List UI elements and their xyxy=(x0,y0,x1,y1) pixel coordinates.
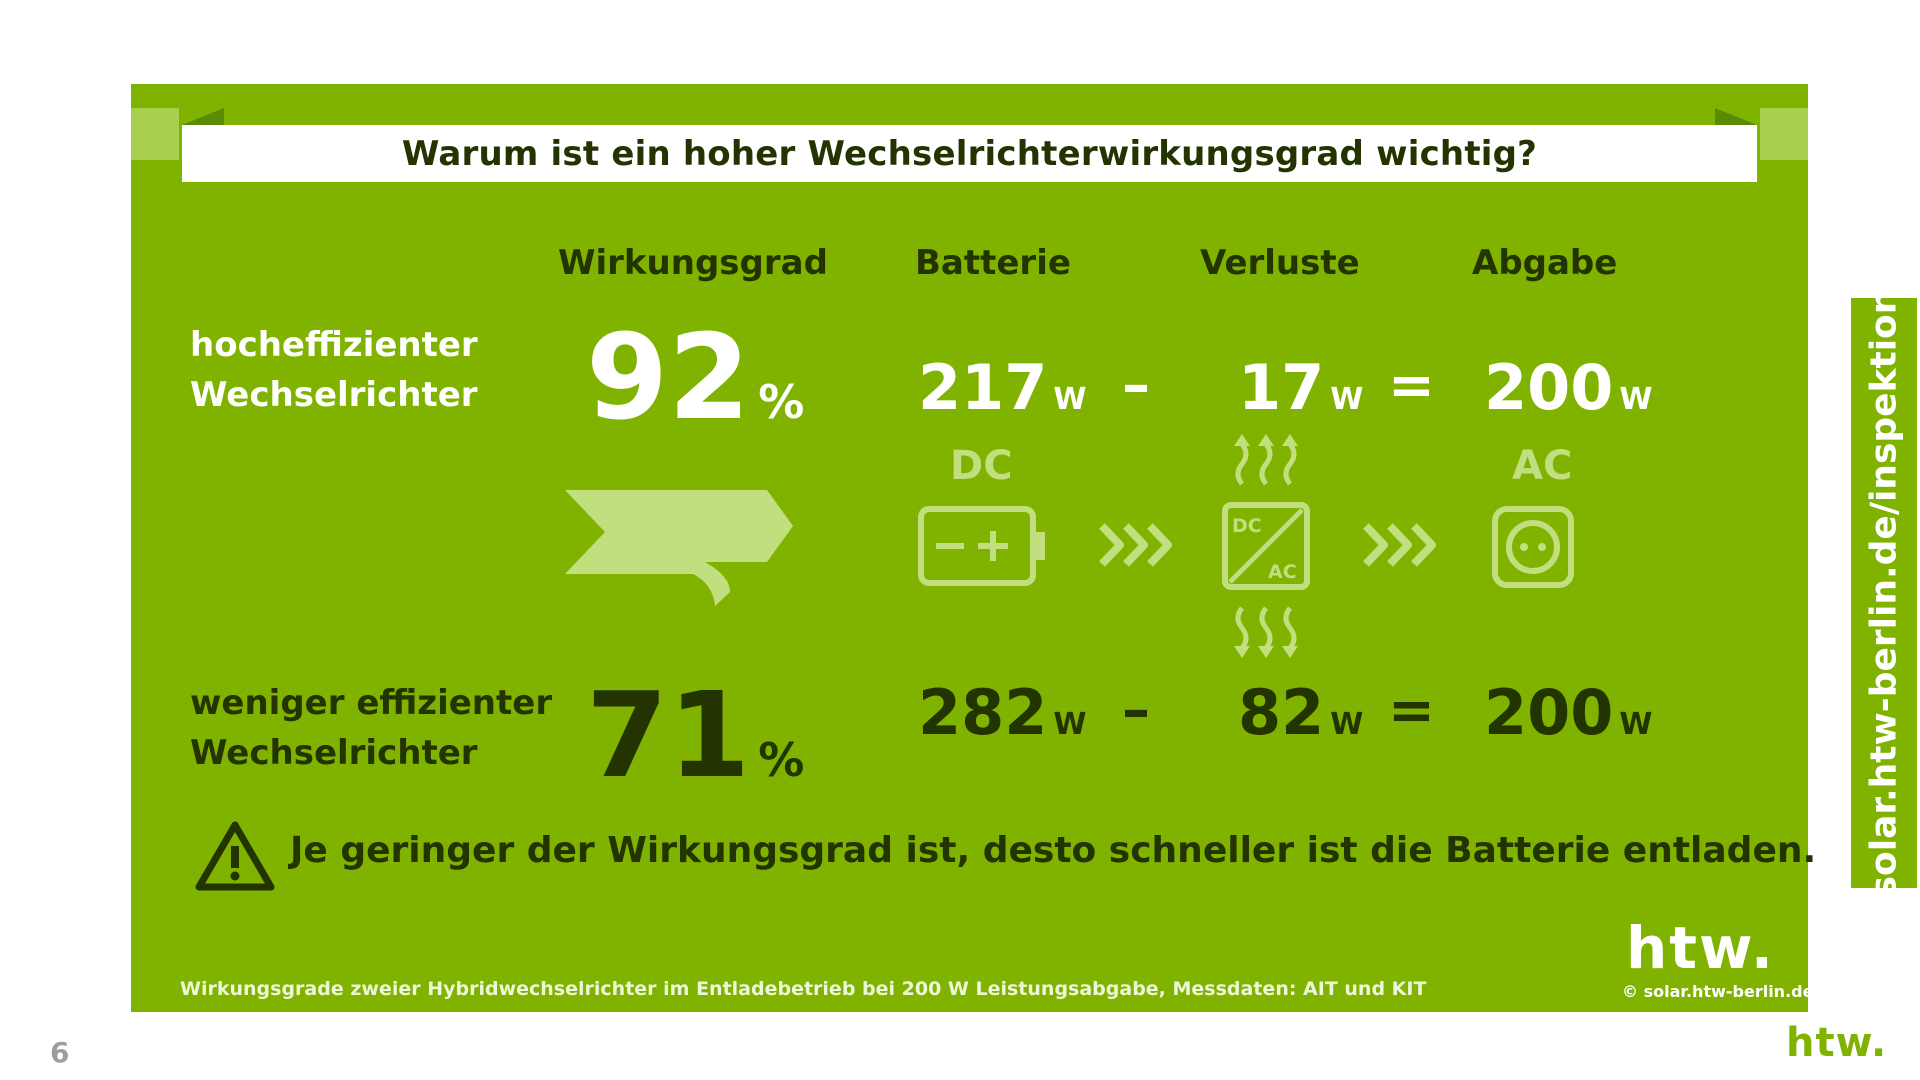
row1-equals: = xyxy=(1388,353,1435,418)
htw-logo-text: htw. xyxy=(1626,914,1775,982)
row2-battery-value: 282 xyxy=(918,676,1048,749)
row2-label-line2: Wechselrichter xyxy=(190,733,478,773)
dc-ac-converter-icon: DC AC xyxy=(1222,502,1310,590)
side-url-bar: solar.htw-berlin.de/inspektion xyxy=(1851,289,1917,897)
ribbon-left-tab xyxy=(131,108,179,160)
row1-efficiency-unit: % xyxy=(758,375,805,429)
row1-minus: – xyxy=(1122,353,1150,418)
row2-losses-unit: W xyxy=(1330,707,1364,742)
converter-dc-text: DC xyxy=(1232,515,1262,537)
row1-label-line1: hocheffizienter xyxy=(190,325,478,365)
htw-logo: htw. xyxy=(1626,914,1773,982)
source-footnote: Wirkungsgrade zweier Hybridwechselrichte… xyxy=(180,978,1427,1000)
power-socket-icon xyxy=(1492,506,1574,588)
infographic-panel xyxy=(131,84,1808,1012)
warning-note: Je geringer der Wirkungsgrad ist, desto … xyxy=(290,830,1817,871)
ribbon-right-fold xyxy=(1715,108,1757,125)
heat-up-icon xyxy=(1234,434,1298,486)
row2-output-value: 200 xyxy=(1484,676,1614,749)
row2-output-unit: W xyxy=(1619,707,1653,742)
row1-efficiency-value: 92 xyxy=(586,308,751,446)
row2-losses-value: 82 xyxy=(1238,676,1325,749)
row2-battery: 282 W xyxy=(918,682,1087,744)
row1-output-unit: W xyxy=(1619,382,1653,417)
page-title: Warum ist ein hoher Wechselrichterwirkun… xyxy=(401,133,1538,174)
title-banner: Warum ist ein hoher Wechselrichterwirkun… xyxy=(182,125,1757,182)
row1-efficiency: 92% xyxy=(586,318,804,436)
row2-minus: – xyxy=(1122,678,1150,743)
page-number: 6 xyxy=(50,1036,70,1069)
header-output: Abgabe xyxy=(1472,243,1618,283)
header-battery: Batterie xyxy=(915,243,1071,283)
row2-losses: 82 W xyxy=(1238,682,1363,744)
chevrons-right-icon xyxy=(1363,523,1436,567)
row2-battery-unit: W xyxy=(1053,707,1087,742)
row1-battery-value: 217 xyxy=(918,351,1048,424)
row1-output: 200 W xyxy=(1484,357,1653,419)
row1-losses-value: 17 xyxy=(1238,351,1325,424)
row1-losses-unit: W xyxy=(1330,382,1364,417)
header-losses: Verluste xyxy=(1200,243,1360,283)
ribbon-right-tab xyxy=(1760,108,1808,160)
row1-losses: 17 W xyxy=(1238,357,1363,419)
row2-efficiency-value: 71 xyxy=(586,666,751,804)
row2-equals: = xyxy=(1388,678,1435,743)
chevrons-right-icon xyxy=(1099,523,1172,567)
row2-label-line1: weniger effizienter xyxy=(190,683,553,723)
warning-icon xyxy=(195,821,275,891)
copyright: © solar.htw-berlin.de xyxy=(1622,982,1814,1001)
htw-footer-logo: htw. xyxy=(1786,1020,1886,1066)
row2-efficiency: 71% xyxy=(586,676,804,794)
row2-label: weniger effizienter Wechselrichter xyxy=(190,678,552,778)
ribbon-left-fold xyxy=(182,108,224,125)
row1-battery: 217 W xyxy=(918,357,1087,419)
flag-arrow-icon xyxy=(565,490,793,606)
side-url: solar.htw-berlin.de/inspektion xyxy=(1863,288,1905,898)
row2-output: 200 W xyxy=(1484,682,1653,744)
row1-label: hocheffizienter Wechselrichter xyxy=(190,320,478,420)
htw-footer-logo-text: htw. xyxy=(1786,1020,1887,1066)
battery-icon xyxy=(918,506,1045,586)
ac-label: AC xyxy=(1512,443,1573,489)
row1-battery-unit: W xyxy=(1053,382,1087,417)
converter-ac-text: AC xyxy=(1268,561,1297,583)
row1-output-value: 200 xyxy=(1484,351,1614,424)
dc-label: DC xyxy=(950,443,1013,489)
heat-down-icon xyxy=(1234,606,1298,658)
row2-efficiency-unit: % xyxy=(758,733,805,787)
row1-label-line2: Wechselrichter xyxy=(190,375,478,415)
header-efficiency: Wirkungsgrad xyxy=(558,243,828,283)
